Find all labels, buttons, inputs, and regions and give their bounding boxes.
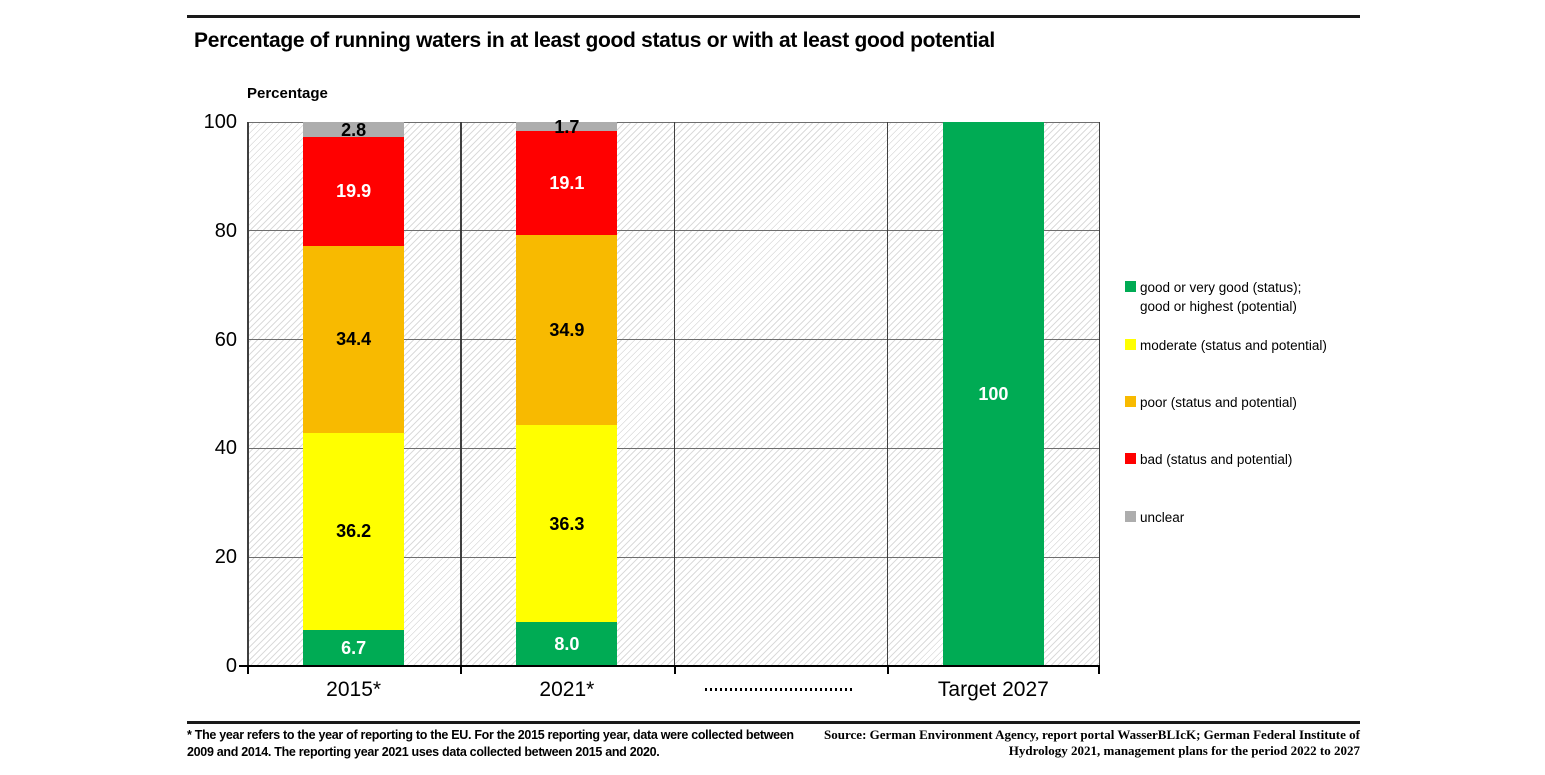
legend-swatch [1125, 281, 1136, 292]
legend-label-line: moderate (status and potential) [1140, 338, 1327, 353]
y-axis-tick-label: 0 [225, 655, 237, 677]
legend-swatch [1125, 511, 1136, 522]
legend-label-line: poor (status and potential) [1140, 395, 1297, 410]
legend-item: poor (status and potential) [1125, 393, 1297, 412]
bar-value-label: 1.7 [554, 116, 580, 137]
footnote-line-2: 2009 and 2014. The reporting year 2021 u… [187, 745, 660, 759]
source-attribution: Source: German Environment Agency, repor… [760, 727, 1360, 758]
legend-item: moderate (status and potential) [1125, 336, 1327, 355]
dotted-line-icon [705, 688, 856, 691]
bar-value-label: 36.2 [336, 521, 372, 542]
bar-segment: 19.9 [303, 137, 405, 246]
bar-value-label: 6.7 [341, 637, 367, 658]
bar-value-label: 36.3 [549, 513, 585, 534]
y-axis-tick-label: 60 [214, 328, 237, 351]
source-line-2: Hydrology 2021, management plans for the… [1008, 742, 1360, 758]
bar-value-label: 34.9 [549, 320, 585, 341]
plot-area: 6.7 36.2 34.4 19.9 2.8 8.0 36.3 34.9 19.1 1.7 100 [247, 118, 1100, 674]
legend-label: moderate (status and potential) [1140, 336, 1327, 355]
legend-swatch [1125, 453, 1136, 464]
grid-line-vertical [460, 122, 462, 666]
bar-segment: 36.3 [516, 425, 618, 623]
footnote-line-1: * The year refers to the year of reporti… [187, 728, 794, 742]
legend-item: bad (status and potential) [1125, 450, 1292, 469]
bar-value-label: 19.1 [549, 173, 585, 194]
y-axis-tick-label: 80 [214, 219, 237, 242]
bar-segment: 6.7 [303, 629, 405, 666]
legend-label: unclear [1140, 508, 1184, 527]
bar-segment: 36.2 [303, 432, 405, 630]
y-axis-title: Percentage [247, 85, 328, 102]
y-axis-tick-label: 40 [214, 437, 237, 460]
legend-item: unclear [1125, 508, 1184, 527]
footnote: * The year refers to the year of reporti… [187, 727, 794, 761]
grid-line-vertical [1098, 122, 1100, 666]
x-axis-line [247, 664, 1100, 667]
x-axis-category-label: 2015* [326, 678, 382, 701]
bar-segment: 34.4 [303, 245, 405, 433]
y-axis-tick-label: 20 [214, 546, 237, 569]
bar-value-label: 8.0 [554, 634, 580, 655]
legend-swatch [1125, 396, 1136, 407]
legend-label: bad (status and potential) [1140, 450, 1292, 469]
grid-line-vertical [886, 122, 889, 666]
legend-swatch [1125, 339, 1136, 350]
bar-value-label: 100 [978, 384, 1009, 404]
x-axis-tick [247, 666, 249, 674]
legend-item: good or very good (status); good or highe… [1125, 278, 1301, 316]
bar-segment: 1.7 [516, 118, 618, 136]
legend-label-line: good or highest (potential) [1140, 299, 1297, 314]
legend-label: poor (status and potential) [1140, 393, 1297, 412]
x-axis-category-label: 2021* [539, 678, 595, 701]
bar-segment: 100 [942, 122, 1044, 666]
x-axis-tick [1098, 666, 1100, 674]
grid-line-vertical [247, 122, 249, 666]
grid-line-vertical [673, 122, 675, 666]
legend-label: good or very good (status); good or highe… [1140, 278, 1301, 316]
legend-label-line: good or very good (status); [1140, 280, 1302, 295]
source-line-1: Source: German Environment Agency, repor… [824, 727, 1360, 742]
x-axis-tick [460, 666, 463, 674]
bar-value-label: 2.8 [341, 119, 367, 140]
bar-value-label: 34.4 [336, 329, 372, 350]
x-axis-tick [673, 666, 676, 674]
top-rule [187, 15, 1360, 18]
bottom-rule [187, 721, 1360, 724]
bar-value-label: 19.9 [336, 181, 372, 202]
y-axis-zero-tick [239, 664, 248, 667]
x-axis-dotted-placeholder [674, 678, 887, 691]
y-axis-tick-label: 100 [203, 111, 237, 133]
legend-label-line: bad (status and potential) [1140, 452, 1293, 467]
chart-title: Percentage of running waters in at least… [194, 29, 995, 52]
bar-segment: 8.0 [516, 622, 618, 666]
bar-segment: 2.8 [303, 119, 405, 140]
bar-segment: 34.9 [516, 235, 618, 426]
x-axis-category-label: Target 2027 [937, 678, 1049, 701]
x-axis-tick [886, 666, 889, 674]
bar-segment: 19.1 [516, 131, 618, 236]
legend-label-line: unclear [1140, 510, 1185, 525]
